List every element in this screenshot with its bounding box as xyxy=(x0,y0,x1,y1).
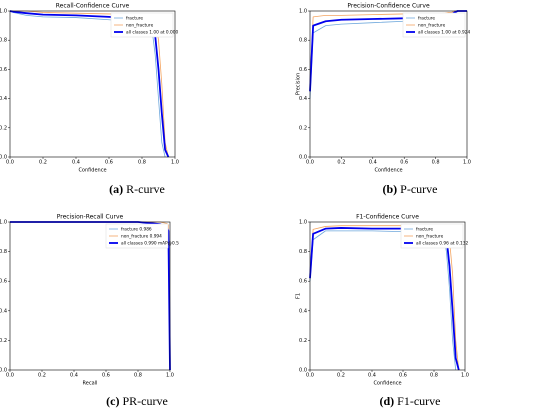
x-tick-label: 0.8 xyxy=(432,160,440,166)
series-line xyxy=(309,230,457,371)
chart-title: Precision-Recall Curve xyxy=(57,214,124,221)
x-tick-label: 0.8 xyxy=(430,373,438,379)
plot-frame xyxy=(9,221,171,371)
y-tick-label: 0.2 xyxy=(0,338,7,344)
caption-text: R-curve xyxy=(126,182,165,196)
y-tick-label: 0.2 xyxy=(299,125,307,131)
caption: (b) P-curve xyxy=(383,182,438,196)
y-tick-label: 1.0 xyxy=(0,9,7,15)
x-tick-label: 1.0 xyxy=(166,373,174,379)
x-tick-label: 0.4 xyxy=(369,160,377,166)
x-tick-label: 0.8 xyxy=(134,373,142,379)
legend-label: fracture 0.986 xyxy=(121,227,152,233)
caption-text: PR-curve xyxy=(123,394,168,408)
x-tick-label: 0.0 xyxy=(306,160,314,166)
x-tick-label: 1.0 xyxy=(463,160,471,166)
y-axis-label: Recall xyxy=(0,77,2,92)
y-axis-label: Precision xyxy=(296,73,302,95)
legend-label: all classes 0.990 mAP@0.5 xyxy=(121,241,179,247)
caption-label: (c) xyxy=(106,394,119,408)
legend-label: fracture xyxy=(416,227,433,233)
legend-label: all classes 1.00 at 0.000 xyxy=(126,30,178,36)
caption-label: (d) xyxy=(380,394,395,408)
x-tick-label: 0.6 xyxy=(102,373,110,379)
x-tick-label: 0.2 xyxy=(39,160,47,166)
x-axis-label: Recall xyxy=(83,381,98,387)
plot-frame xyxy=(309,221,466,371)
legend-label: fracture xyxy=(126,16,143,22)
caption-text: P-curve xyxy=(400,182,437,196)
y-tick-label: 0.8 xyxy=(299,38,307,44)
legend-label: non_fracture xyxy=(416,234,444,240)
y-axis-label: F1 xyxy=(296,293,302,299)
caption-label: (b) xyxy=(383,182,398,196)
x-tick-label: 0.4 xyxy=(368,373,376,379)
y-tick-label: 0.8 xyxy=(0,249,7,255)
chart-title: F1-Confidence Curve xyxy=(356,214,419,221)
x-axis-label: Confidence xyxy=(78,168,106,174)
y-tick-label: 1.0 xyxy=(299,220,307,226)
y-tick-label: 0.4 xyxy=(299,96,307,102)
chart-title: Recall-Confidence Curve xyxy=(56,3,130,10)
y-tick-label: 0.6 xyxy=(299,279,307,285)
y-tick-label: 0.8 xyxy=(299,249,307,255)
x-tick-label: 0.2 xyxy=(337,373,345,379)
y-tick-label: 1.0 xyxy=(0,220,7,226)
x-axis-label: Confidence xyxy=(374,168,402,174)
legend-label: non_fracture 0.994 xyxy=(121,234,162,240)
legend-label: non_fracture xyxy=(418,23,446,29)
x-tick-label: 0.6 xyxy=(400,160,408,166)
y-tick-label: 0.0 xyxy=(299,155,307,161)
y-tick-label: 0.6 xyxy=(0,67,7,73)
legend-label: all classes 1.00 at 0.924 xyxy=(418,30,470,36)
x-tick-label: 0.6 xyxy=(105,160,113,166)
legend-label: fracture xyxy=(418,16,435,22)
plot-frame xyxy=(9,10,176,158)
y-tick-label: 0.4 xyxy=(299,308,307,314)
y-tick-label: 0.4 xyxy=(0,308,7,314)
x-tick-label: 0.4 xyxy=(72,160,80,166)
y-tick-label: 0.2 xyxy=(0,125,7,131)
caption: (a) R-curve xyxy=(109,182,165,196)
x-tick-label: 0.8 xyxy=(138,160,146,166)
chart-title: Precision-Confidence Curve xyxy=(347,3,430,10)
x-tick-label: 0.2 xyxy=(38,373,46,379)
y-tick-label: 0.8 xyxy=(0,38,7,44)
caption: (d) F1-curve xyxy=(380,394,441,408)
x-tick-label: 0.2 xyxy=(337,160,345,166)
x-tick-label: 1.0 xyxy=(171,160,179,166)
x-tick-label: 1.0 xyxy=(461,373,469,379)
y-tick-label: 1.0 xyxy=(299,9,307,15)
x-axis-label: Confidence xyxy=(373,381,401,387)
x-tick-label: 0.0 xyxy=(6,373,14,379)
legend-label: all classes 0.96 at 0.132 xyxy=(416,241,468,247)
y-tick-label: 0.0 xyxy=(0,368,7,374)
series-line xyxy=(309,227,460,371)
y-tick-label: 0.0 xyxy=(299,368,307,374)
x-tick-label: 0.4 xyxy=(70,373,78,379)
y-tick-label: 0.4 xyxy=(0,96,7,102)
x-tick-label: 0.6 xyxy=(399,373,407,379)
y-tick-label: 0.0 xyxy=(0,155,7,161)
caption: (c) PR-curve xyxy=(106,394,168,408)
legend-label: non_fracture xyxy=(126,23,154,29)
y-axis-label: Precision xyxy=(0,285,2,307)
x-tick-label: 0.0 xyxy=(306,373,314,379)
caption-text: F1-curve xyxy=(397,394,440,408)
y-tick-label: 0.6 xyxy=(0,279,7,285)
plot-frame xyxy=(309,10,468,158)
y-tick-label: 0.2 xyxy=(299,338,307,344)
y-tick-label: 0.6 xyxy=(299,67,307,73)
x-tick-label: 0.0 xyxy=(6,160,14,166)
caption-label: (a) xyxy=(109,182,123,196)
